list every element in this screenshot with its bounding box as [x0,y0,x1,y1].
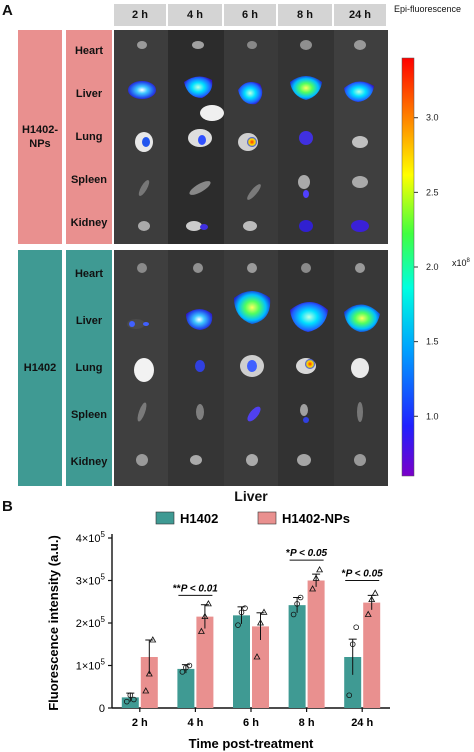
group-label-h1402-nps: H1402- NPs [18,30,62,244]
data-point [204,600,212,607]
significance-label: *P < 0.05 [342,569,384,580]
data-point [257,619,264,626]
y-tick-label: 0 [99,703,105,715]
x-tick-label: 4 h [187,717,203,729]
fluorescence-image-nps [114,30,388,244]
organ-image-svg-ctrl [114,250,388,486]
data-point [142,687,150,694]
bar [288,605,306,708]
data-point [364,610,372,617]
y-axis-label: Fluorescence intensity (a.u.) [46,535,61,711]
colorbar-tick-label: 2.5 [426,187,439,197]
organ-labels-ctrl: Heart Liver Lung Spleen Kidney [66,250,112,486]
data-point [371,589,379,596]
organ-label-heart: Heart [74,45,104,58]
organ-label-spleen: Spleen [70,173,108,186]
data-point [235,622,241,628]
colorbar-title: Epi-fluorescence [394,4,462,14]
colorbar-tick-label: 3.0 [426,113,439,123]
bar [140,657,158,708]
bar [196,616,214,708]
panel-a-letter: A [2,2,13,19]
bar [344,657,362,708]
chart-title: Liver [234,488,268,504]
data-point [312,574,320,581]
organ-label-kidney: Kidney [70,216,108,229]
y-tick-label: 3×105 [76,573,106,588]
time-header: 4 h [168,4,222,26]
time-header: 8 h [278,4,332,26]
data-point [186,662,193,669]
data-point [346,692,353,699]
y-tick-label: 1×105 [76,658,106,673]
data-point [238,609,245,616]
data-point [124,698,130,705]
time-header: 24 h [334,4,386,26]
bar [177,668,195,708]
colorbar: 3.0 2.5 2.0 1.5 1.0 [401,57,439,477]
bar [252,626,269,708]
bar [121,697,139,708]
x-axis-label: Time post-treatment [189,736,314,751]
time-header: 2 h [114,4,166,26]
organ-label-lung: Lung [75,130,103,143]
y-tick-label: 2×105 [76,615,106,630]
bar [233,615,250,708]
data-point [349,641,356,648]
x-tick-label: 2 h [132,717,148,729]
legend-label: H1402-NPs [282,511,350,526]
organ-label-lung: Lung [75,362,103,374]
fluorescence-image-ctrl [114,250,388,486]
data-point [294,601,300,607]
colorbar-tick-label: 2.0 [426,262,439,272]
panel-b-letter: B [2,498,13,515]
data-point [316,566,324,573]
significance-label: *P < 0.05 [286,548,328,559]
data-point [131,696,137,703]
significance-label: **P < 0.01 [173,583,218,594]
data-point [297,594,304,601]
data-point [353,624,360,631]
legend-swatch [257,511,277,525]
group-label-h1402: H1402 [18,250,62,486]
bar-chart: H1402 H1402-NPs 0 1×105 2×105 3×105 4×105 Fluor… [46,511,390,751]
organ-label-spleen: Spleen [70,409,108,422]
data-point [127,692,134,699]
legend: H1402 H1402-NPs [155,511,350,526]
data-point [260,608,268,615]
data-point [197,627,205,634]
bar [307,580,325,708]
data-point [253,653,261,660]
data-point [145,670,153,677]
colorbar-tick-label: 1.5 [426,337,439,347]
organ-label-heart: Heart [74,267,104,280]
y-tick-label: 4×105 [76,530,106,545]
data-point [179,669,186,675]
organ-labels-nps: Heart Liver Lung Spleen Kidney [66,30,112,244]
data-point [309,585,317,592]
organ-label-liver: Liver [75,314,103,327]
colorbar-gradient [401,57,415,477]
data-point [368,595,376,603]
data-point [290,611,297,618]
data-point [242,605,248,611]
organ-label-kidney: Kidney [70,456,108,469]
x-tick-label: 6 h [243,717,259,729]
organ-image-svg-nps [114,30,388,244]
data-point [149,636,157,643]
colorbar-multiplier: x108 [452,258,470,268]
time-header: 6 h [224,4,276,26]
x-tick-label: 8 h [299,717,315,729]
data-point [201,612,209,620]
bar [363,602,381,708]
legend-swatch [155,511,175,525]
x-tick-label: 24 h [351,717,373,729]
organ-label-liver: Liver [75,88,103,101]
colorbar-tick-label: 1.0 [426,411,439,421]
legend-label: H1402 [180,511,218,526]
